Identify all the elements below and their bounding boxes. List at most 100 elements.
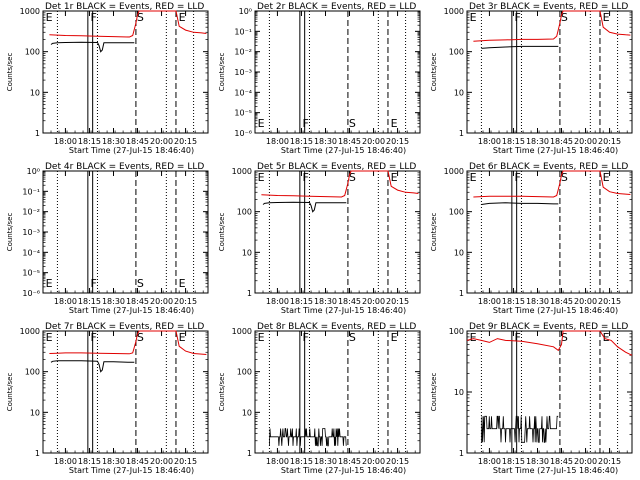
plot-frame (254, 330, 421, 454)
y-tick-label: 1000 (444, 167, 464, 176)
marker-e: E (391, 171, 398, 184)
y-axis-label: Counts/sec (218, 373, 226, 412)
y-tick-label: 100 (449, 208, 464, 217)
y-axis-label: Counts/sec (430, 53, 438, 92)
detector-panel-1: Det 1r BLACK = Events, RED = LLD Counts/s… (6, 2, 209, 155)
y-tick-label: 10 (242, 248, 252, 257)
x-tick-label: 18:30 (102, 137, 125, 146)
y-axis-label: Counts/sec (218, 53, 226, 92)
y-tick-label: 10⁻⁶ (234, 129, 252, 138)
y-tick-label: 10 (454, 388, 464, 397)
x-tick-label: 18:15 (78, 137, 101, 146)
y-tick-label: 10⁻⁶ (22, 289, 40, 298)
x-axis-label: Start Time (27-Jul-15 18:46:40) (69, 466, 194, 475)
x-tick-label: 18:15 (502, 137, 525, 146)
y-tick-label: 10⁻² (22, 208, 40, 217)
y-tick-label: 1000 (20, 327, 40, 336)
panel-title: Det 2r BLACK = Events, RED = LLD (257, 2, 416, 12)
x-tick-label: 18:15 (290, 457, 313, 466)
marker-s: S (137, 277, 144, 290)
x-tick-label: 18:15 (290, 297, 313, 306)
marker-s: S (349, 331, 356, 344)
detector-panel-5: Det 5r BLACK = Events, RED = LLD Counts/s… (218, 162, 421, 315)
y-tick-label: 1 (35, 449, 40, 458)
x-tick-label: 18:15 (502, 457, 525, 466)
marker-e: E (603, 171, 610, 184)
x-tick-label: 20:15 (174, 297, 197, 306)
plot-frame (466, 10, 633, 134)
x-tick-label: 20:00 (362, 137, 385, 146)
y-tick-label: 10⁻³ (234, 68, 252, 77)
marker-s: S (349, 117, 356, 130)
x-tick-label: 18:00 (266, 137, 289, 146)
x-tick-label: 18:45 (338, 137, 361, 146)
y-tick-label: 10⁻² (234, 48, 252, 57)
plot-frame (42, 170, 209, 294)
plot-frame (42, 10, 209, 134)
plot-frame (42, 330, 209, 454)
x-axis-label: Start Time (27-Jul-15 18:46:40) (69, 306, 194, 315)
x-tick-label: 18:30 (314, 297, 337, 306)
y-tick-label: 10⁻¹ (234, 27, 252, 36)
events-series (481, 415, 559, 443)
marker-f: F (514, 331, 520, 344)
events-series (269, 428, 347, 447)
detector-panel-7: Det 7r BLACK = Events, RED = LLD Counts/s… (6, 322, 209, 475)
x-tick-label: 18:30 (314, 457, 337, 466)
x-axis-label: Start Time (27-Jul-15 18:46:40) (493, 466, 618, 475)
x-tick-label: 18:00 (266, 457, 289, 466)
x-tick-label: 18:00 (478, 297, 501, 306)
x-tick-label: 18:15 (78, 297, 101, 306)
lld-series (49, 10, 207, 38)
x-tick-label: 18:45 (550, 137, 573, 146)
panel-title: Det 5r BLACK = Events, RED = LLD (257, 162, 416, 172)
x-tick-label: 20:00 (362, 457, 385, 466)
panel-title: Det 9r BLACK = Events, RED = LLD (469, 322, 628, 332)
panel-title: Det 3r BLACK = Events, RED = LLD (469, 2, 628, 12)
x-tick-label: 20:15 (386, 297, 409, 306)
marker-s: S (561, 331, 568, 344)
x-axis-label: Start Time (27-Jul-15 18:46:40) (69, 146, 194, 155)
x-axis-label: Start Time (27-Jul-15 18:46:40) (493, 146, 618, 155)
y-tick-label: 10⁻³ (22, 228, 40, 237)
detector-panel-8: Det 8r BLACK = Events, RED = LLD Counts/s… (218, 322, 421, 475)
x-tick-label: 18:45 (338, 297, 361, 306)
marker-f: F (514, 11, 520, 24)
x-tick-label: 18:30 (526, 457, 549, 466)
plot-frame (254, 10, 421, 134)
x-tick-label: 20:00 (362, 297, 385, 306)
x-tick-label: 18:45 (550, 297, 573, 306)
x-tick-label: 20:15 (598, 297, 621, 306)
x-tick-label: 20:00 (574, 297, 597, 306)
x-tick-label: 20:00 (574, 137, 597, 146)
y-axis-label: Counts/sec (430, 213, 438, 252)
y-tick-label: 1 (35, 129, 40, 138)
y-tick-label: 10 (30, 88, 40, 97)
x-tick-label: 18:00 (478, 137, 501, 146)
lld-series (473, 10, 631, 42)
marker-e: E (46, 11, 53, 24)
marker-e: E (258, 331, 265, 344)
marker-e: E (46, 277, 53, 290)
y-tick-label: 10⁻⁵ (22, 269, 40, 278)
panel-title: Det 7r BLACK = Events, RED = LLD (45, 322, 204, 332)
x-tick-label: 18:45 (338, 457, 361, 466)
x-tick-label: 18:45 (550, 457, 573, 466)
lld-series (473, 170, 631, 198)
marker-s: S (561, 11, 568, 24)
marker-e: E (391, 117, 398, 130)
y-tick-label: 100 (25, 368, 40, 377)
panel-title: Det 4r BLACK = Events, RED = LLD (45, 162, 204, 172)
panel-title: Det 1r BLACK = Events, RED = LLD (45, 2, 204, 12)
x-tick-label: 20:15 (598, 137, 621, 146)
y-tick-label: 100 (237, 368, 252, 377)
x-tick-label: 20:15 (174, 457, 197, 466)
y-tick-label: 1000 (444, 7, 464, 16)
marker-e: E (603, 11, 610, 24)
y-axis-label: Counts/sec (6, 53, 14, 92)
x-tick-label: 18:15 (78, 457, 101, 466)
marker-f: F (90, 277, 96, 290)
y-tick-label: 1000 (232, 327, 252, 336)
lld-series (49, 330, 207, 355)
marker-e: E (470, 171, 477, 184)
